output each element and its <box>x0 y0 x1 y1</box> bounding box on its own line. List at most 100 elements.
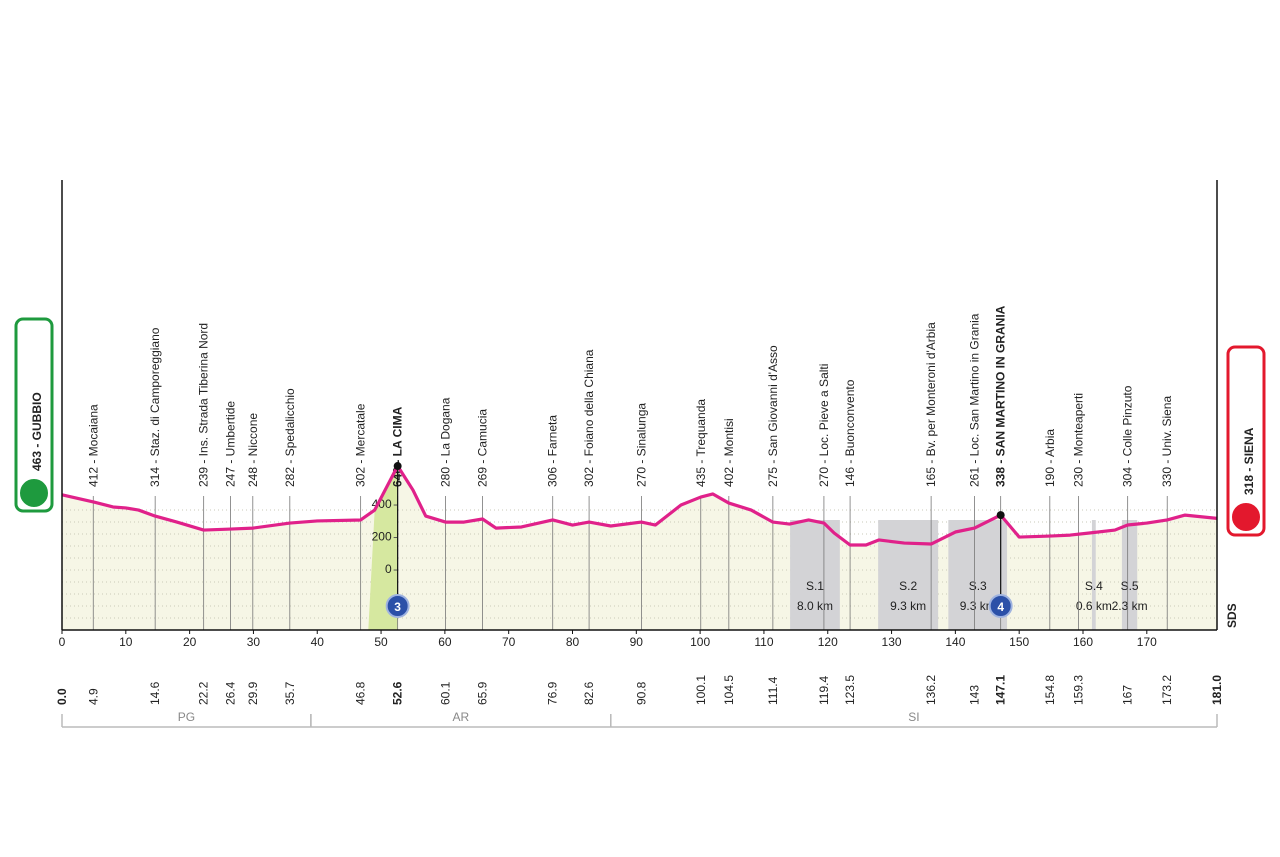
km-label: 154.8 <box>1043 675 1057 705</box>
km-label: 90.8 <box>634 681 648 705</box>
x-tick-label: 10 <box>119 635 133 649</box>
climb-category: 4 <box>997 600 1004 614</box>
x-tick-label: 130 <box>882 635 902 649</box>
climb-badge <box>988 594 1013 618</box>
km-label: 173.2 <box>1160 675 1174 705</box>
waypoint-label: 435 - Trequanda <box>694 399 708 487</box>
y-tick-label: 200 <box>372 530 392 544</box>
x-tick-label: 60 <box>438 635 452 649</box>
gravel-sector <box>878 520 939 630</box>
waypoint-label: 239 - Ins. Strada Tiberina Nord <box>197 323 211 487</box>
waypoint-label: 330 - Univ. Siena <box>1160 396 1174 487</box>
km-label: 167 <box>1121 685 1135 705</box>
x-tick-label: 50 <box>374 635 388 649</box>
x-tick-label: 90 <box>630 635 644 649</box>
x-tick-label: 120 <box>818 635 838 649</box>
km-label: 181.0 <box>1210 675 1224 705</box>
profile-line <box>61 464 1218 547</box>
waypoint-label: 247 - Umbertide <box>223 401 237 487</box>
waypoint-label: 314 - Staz. di Camporeggiano <box>148 327 162 487</box>
waypoint-label: 270 - Loc. Pieve a Salti <box>817 364 831 487</box>
km-label: 104.5 <box>722 675 736 705</box>
waypoint-label: 280 - La Dogana <box>439 397 453 487</box>
waypoint-label: 338 - SAN MARTINO IN GRANIA <box>994 305 1008 487</box>
start-label: 463 - GUBBIO <box>30 392 44 471</box>
km-label: 82.6 <box>582 681 596 705</box>
sector-name: S.5 <box>1121 579 1139 593</box>
start-icon <box>18 477 50 509</box>
sector-length: 2.3 km <box>1112 599 1148 613</box>
km-label: 159.3 <box>1072 675 1086 705</box>
km-label: 76.9 <box>546 681 560 705</box>
waypoint-label: 270 - Sinalunga <box>634 403 648 487</box>
x-tick-label: 20 <box>183 635 197 649</box>
km-label: 14.6 <box>148 681 162 705</box>
km-label: 52.6 <box>391 681 405 705</box>
waypoint-label: 306 - Farneta <box>546 415 560 487</box>
waypoint-label: 302 - Foiano della Chiana <box>582 349 596 487</box>
x-tick-label: 110 <box>754 635 773 649</box>
x-tick-label: 40 <box>311 635 325 649</box>
climb-category: 3 <box>394 600 401 614</box>
region-label: PG <box>178 710 195 724</box>
km-label: 60.1 <box>439 681 453 705</box>
waypoint-label: 165 - Bv. per Monteroni d'Arbia <box>924 322 938 487</box>
x-tick-label: 0 <box>59 635 66 649</box>
finish-box <box>1226 345 1266 537</box>
finish-label: 318 - SIENA <box>1242 427 1256 495</box>
waypoint-label: 269 - Camucia <box>476 409 490 487</box>
km-label: 29.9 <box>246 681 260 705</box>
km-label: 143 <box>968 685 982 705</box>
waypoint-label: 248 - Niccone <box>246 413 260 487</box>
sector-length: 9.3 km <box>960 599 996 613</box>
waypoint-label: 302 - Mercatale <box>354 403 368 487</box>
x-tick-label: 80 <box>566 635 580 649</box>
sector-length: 8.0 km <box>797 599 833 613</box>
sector-name: S.3 <box>969 579 987 593</box>
km-label: 111.4 <box>766 676 780 705</box>
x-tick-label: 160 <box>1073 635 1093 649</box>
gravel-sector <box>790 520 840 630</box>
x-tick-label: 30 <box>247 635 261 649</box>
waypoint-label: 412 - Mocaiana <box>86 404 100 487</box>
km-label: 147.1 <box>994 675 1008 705</box>
summit-dot <box>996 511 1005 520</box>
x-tick-label: 170 <box>1137 635 1157 649</box>
summit-dot <box>393 462 402 471</box>
x-tick-label: 100 <box>690 635 710 649</box>
km-label: 4.9 <box>86 688 100 705</box>
finish-icon <box>1230 501 1262 533</box>
km-label: 0.0 <box>55 688 69 705</box>
waypoint-label: 304 - Colle Pinzuto <box>1121 385 1135 487</box>
climb-badge <box>385 594 410 618</box>
km-label: 123.5 <box>843 675 857 705</box>
waypoint-label: 402 - Montisi <box>722 418 736 487</box>
sector-length: 9.3 km <box>890 599 926 613</box>
x-tick-label: 70 <box>502 635 516 649</box>
waypoint-label: 146 - Buonconvento <box>843 379 857 487</box>
km-label: 100.1 <box>694 675 708 705</box>
waypoint-label: 282 - Spedalicchio <box>283 388 297 487</box>
sector-name: S.2 <box>899 579 917 593</box>
km-label: 26.4 <box>223 681 237 705</box>
logo: SDS <box>1225 603 1239 628</box>
region-label: SI <box>908 710 919 724</box>
km-label: 35.7 <box>283 681 297 705</box>
x-tick-label: 150 <box>1009 635 1029 649</box>
gravel-sector <box>1121 520 1138 630</box>
y-tick-label: 0 <box>385 562 392 576</box>
gravel-sector <box>1091 520 1096 630</box>
km-label: 136.2 <box>924 675 938 705</box>
sector-length: 0.6 km <box>1076 599 1112 613</box>
x-tick-label: 140 <box>945 635 965 649</box>
km-label: 46.8 <box>354 681 368 705</box>
waypoint-label: 275 - San Giovanni d'Asso <box>766 345 780 487</box>
km-label: 119.4 <box>817 676 831 705</box>
km-label: 65.9 <box>476 681 490 705</box>
region-label: AR <box>452 710 469 724</box>
km-label: 22.2 <box>197 681 211 705</box>
start-box <box>14 317 54 513</box>
waypoint-label: 261 - Loc. San Martino in Grania <box>968 313 982 487</box>
sector-name: S.1 <box>806 579 824 593</box>
